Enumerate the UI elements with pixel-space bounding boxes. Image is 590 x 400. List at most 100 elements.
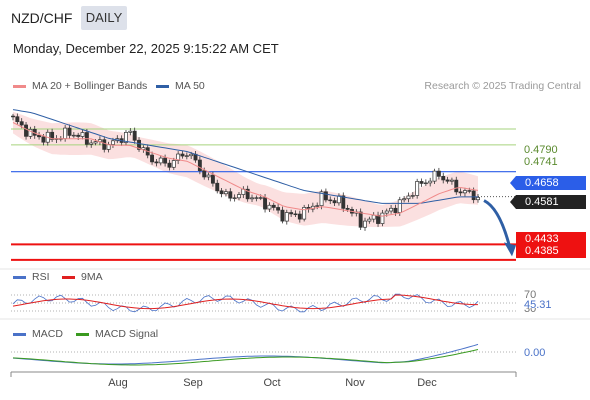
- candle-body: [341, 195, 346, 209]
- candle-body: [319, 191, 324, 207]
- forecast-arrow: [483, 199, 512, 249]
- candle-body: [197, 159, 202, 172]
- candle-body: [393, 207, 398, 213]
- candle-body: [276, 207, 281, 211]
- candle-body: [150, 154, 155, 163]
- rsi-upper-label: 70: [524, 289, 537, 301]
- candle-body: [184, 155, 189, 157]
- pivot-level-tag: 0.4658: [510, 176, 586, 190]
- macd-value-label: 0.00: [524, 347, 546, 359]
- candle-body: [89, 142, 94, 145]
- candle-body: [397, 199, 402, 213]
- x-tick-aug: Aug: [108, 377, 128, 389]
- candle-body: [228, 191, 233, 199]
- last-price-tag: 0.4581: [510, 195, 586, 209]
- candle-body: [124, 132, 128, 143]
- x-tick-oct: Oct: [263, 377, 281, 389]
- candle-body: [24, 124, 28, 137]
- candle-body: [171, 160, 176, 168]
- legend-9ma: 9MA: [62, 271, 103, 283]
- candle-body: [37, 134, 42, 138]
- candle-body: [154, 161, 159, 164]
- ma50-line: [12, 109, 478, 204]
- candle-body: [363, 220, 367, 228]
- candle-body: [202, 170, 207, 178]
- candle-body: [384, 210, 389, 214]
- legend-ma50: MA 50: [156, 80, 205, 92]
- candle-body: [454, 179, 459, 193]
- candle-body: [293, 213, 298, 216]
- 9ma-swatch: [62, 275, 75, 279]
- candle-body: [215, 182, 220, 192]
- candle-body: [302, 207, 307, 220]
- candle-body: [50, 131, 55, 140]
- candle-body: [289, 212, 294, 215]
- candle-body: [476, 197, 480, 201]
- x-tick-sep: Sep: [183, 377, 203, 389]
- rsi-swatch: [13, 275, 26, 279]
- candle-body: [67, 127, 72, 136]
- candle-body: [458, 191, 463, 194]
- macd-swatch: [13, 332, 26, 336]
- candle-body: [415, 181, 420, 196]
- candle-body: [206, 174, 211, 178]
- candle-body: [332, 200, 337, 204]
- candle-body: [463, 190, 467, 194]
- candle-body: [345, 207, 350, 210]
- candle-body: [367, 218, 372, 222]
- level-label-1: 0.4741: [524, 156, 558, 168]
- macd-line: [12, 343, 479, 365]
- candle-body: [19, 121, 24, 126]
- candle-body: [467, 190, 472, 192]
- timeframe-button[interactable]: DAILY: [81, 6, 127, 30]
- candle-body: [315, 205, 320, 207]
- candle-body: [132, 130, 137, 141]
- macd-signal-legend-label: MACD Signal: [95, 328, 159, 340]
- candle-body: [111, 140, 115, 145]
- candle-body: [471, 190, 476, 201]
- candle-body: [15, 116, 20, 123]
- candle-body: [223, 191, 228, 195]
- legend-macd: MACD: [13, 328, 63, 340]
- ma50-legend-label: MA 50: [175, 80, 205, 92]
- candle-body: [432, 170, 437, 182]
- 9ma-legend-label: 9MA: [81, 271, 103, 283]
- macd-signal-line: [12, 349, 479, 366]
- candle-body: [28, 128, 33, 137]
- macd-legend-label: MACD: [32, 328, 63, 340]
- candle-body: [445, 179, 450, 182]
- rsi-value-label: 45.31: [524, 299, 552, 311]
- candle-body: [419, 181, 424, 184]
- candle-body: [237, 194, 241, 199]
- candle-body: [11, 115, 15, 118]
- ma20-legend-label: MA 20 + Bollinger Bands: [32, 80, 148, 92]
- copyright: Research © 2025 Trading Central: [424, 80, 581, 92]
- rsi-legend-label: RSI: [32, 271, 50, 283]
- candle-body: [371, 214, 376, 220]
- ma50-swatch: [156, 84, 169, 88]
- x-tick-dec: Dec: [417, 377, 437, 389]
- candle-body: [380, 212, 385, 224]
- candle-body: [267, 204, 272, 210]
- pivot-level-text: 0.4658: [525, 177, 559, 189]
- level-label-0: 0.4790: [524, 144, 558, 156]
- candle-body: [271, 204, 276, 208]
- candle-body: [436, 170, 441, 177]
- candle-body: [232, 197, 237, 199]
- macd-signal-swatch: [76, 332, 89, 336]
- legend-ma20: MA 20 + Bollinger Bands: [13, 80, 147, 92]
- legend-macd-signal: MACD Signal: [76, 328, 158, 340]
- candle-body: [323, 191, 328, 201]
- candle-body: [410, 195, 415, 197]
- candle-body: [102, 139, 107, 150]
- candle-body: [402, 198, 407, 201]
- support-1-text: 0.4433: [525, 233, 559, 245]
- pair-title: NZD/CHF: [11, 10, 73, 26]
- support-2-text: 0.4385: [525, 245, 559, 257]
- candle-body: [376, 214, 380, 224]
- ma20-line: [12, 122, 479, 217]
- candle-body: [93, 141, 98, 144]
- candle-body: [41, 136, 46, 143]
- candle-body: [254, 197, 259, 199]
